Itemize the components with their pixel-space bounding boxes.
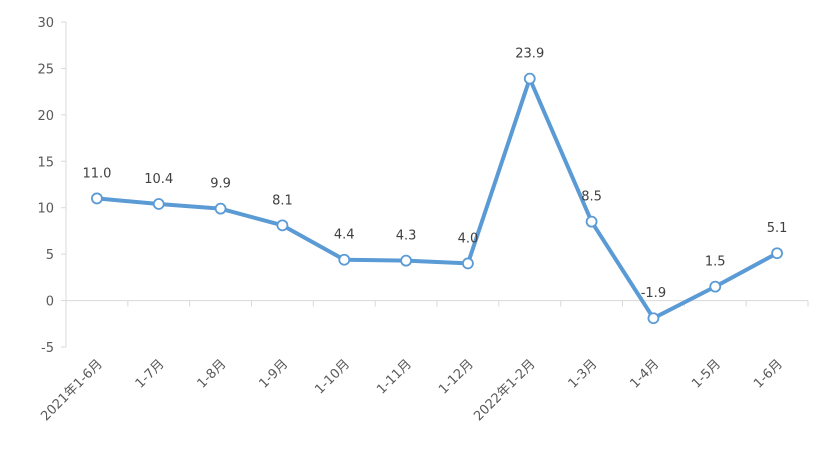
data-labels: 11.0 10.4 9.9 8.1 4.4 4.3 4.0 23.9 8.5 -1.9 1.5 5.1 bbox=[82, 47, 787, 302]
y-tick-label: 5 bbox=[46, 248, 54, 263]
y-tick-label: 25 bbox=[37, 62, 54, 77]
y-tick-label: 15 bbox=[37, 155, 54, 170]
data-label: 11.0 bbox=[82, 166, 111, 181]
data-label: 8.5 bbox=[581, 190, 602, 205]
y-tick-label: 20 bbox=[37, 109, 54, 124]
data-point bbox=[647, 312, 660, 325]
data-label: 9.9 bbox=[210, 177, 231, 192]
data-point bbox=[771, 247, 783, 260]
data-point bbox=[585, 215, 598, 228]
x-tick-label: 1-7月 bbox=[133, 357, 168, 392]
data-point bbox=[462, 257, 474, 270]
data-label: 10.4 bbox=[144, 172, 173, 187]
data-point bbox=[523, 72, 536, 85]
data-point bbox=[400, 254, 412, 267]
x-tick-label: 1-5月 bbox=[689, 357, 724, 392]
data-point bbox=[338, 253, 351, 266]
data-point bbox=[152, 198, 165, 210]
x-tick-label: 1-4月 bbox=[627, 357, 662, 392]
x-tick-label: 1-8月 bbox=[195, 357, 230, 392]
y-axis-ticks: -5 0 5 10 15 20 25 30 bbox=[37, 16, 66, 356]
series-line-path bbox=[94, 76, 780, 321]
data-label: -1.9 bbox=[641, 286, 666, 301]
data-point bbox=[91, 192, 103, 205]
data-label: 4.4 bbox=[334, 228, 355, 243]
y-tick-label: 10 bbox=[37, 202, 54, 217]
x-tick-label: 1-11月 bbox=[374, 357, 415, 398]
x-tick-label: 1-10月 bbox=[312, 357, 353, 398]
x-tick-label: 2022年1-2月 bbox=[471, 357, 538, 424]
x-tick-label: 2021年1-6月 bbox=[38, 357, 105, 424]
y-tick-label: -5 bbox=[41, 341, 54, 356]
data-label: 4.0 bbox=[458, 231, 479, 246]
x-tick-label: 1-3月 bbox=[566, 357, 601, 392]
x-tick-label: 1-9月 bbox=[256, 357, 291, 392]
x-axis-ticks: 2021年1-6月 1-7月 1-8月 1-9月 1-10月 1-11月 1-12月2022… bbox=[38, 300, 809, 424]
data-label: 8.1 bbox=[272, 193, 293, 208]
y-tick-label: 0 bbox=[46, 295, 54, 310]
data-label: 5.1 bbox=[767, 221, 788, 236]
x-tick-label: 1-12月 bbox=[436, 357, 477, 398]
data-point bbox=[214, 202, 227, 215]
data-point bbox=[276, 219, 289, 232]
data-label: 4.3 bbox=[396, 229, 417, 244]
data-label: 1.5 bbox=[705, 255, 726, 270]
data-point bbox=[709, 280, 722, 293]
series-line bbox=[91, 72, 783, 325]
y-tick-label: 30 bbox=[37, 16, 54, 31]
data-label: 23.9 bbox=[515, 47, 544, 62]
x-tick-label: 1-6月 bbox=[751, 357, 786, 392]
